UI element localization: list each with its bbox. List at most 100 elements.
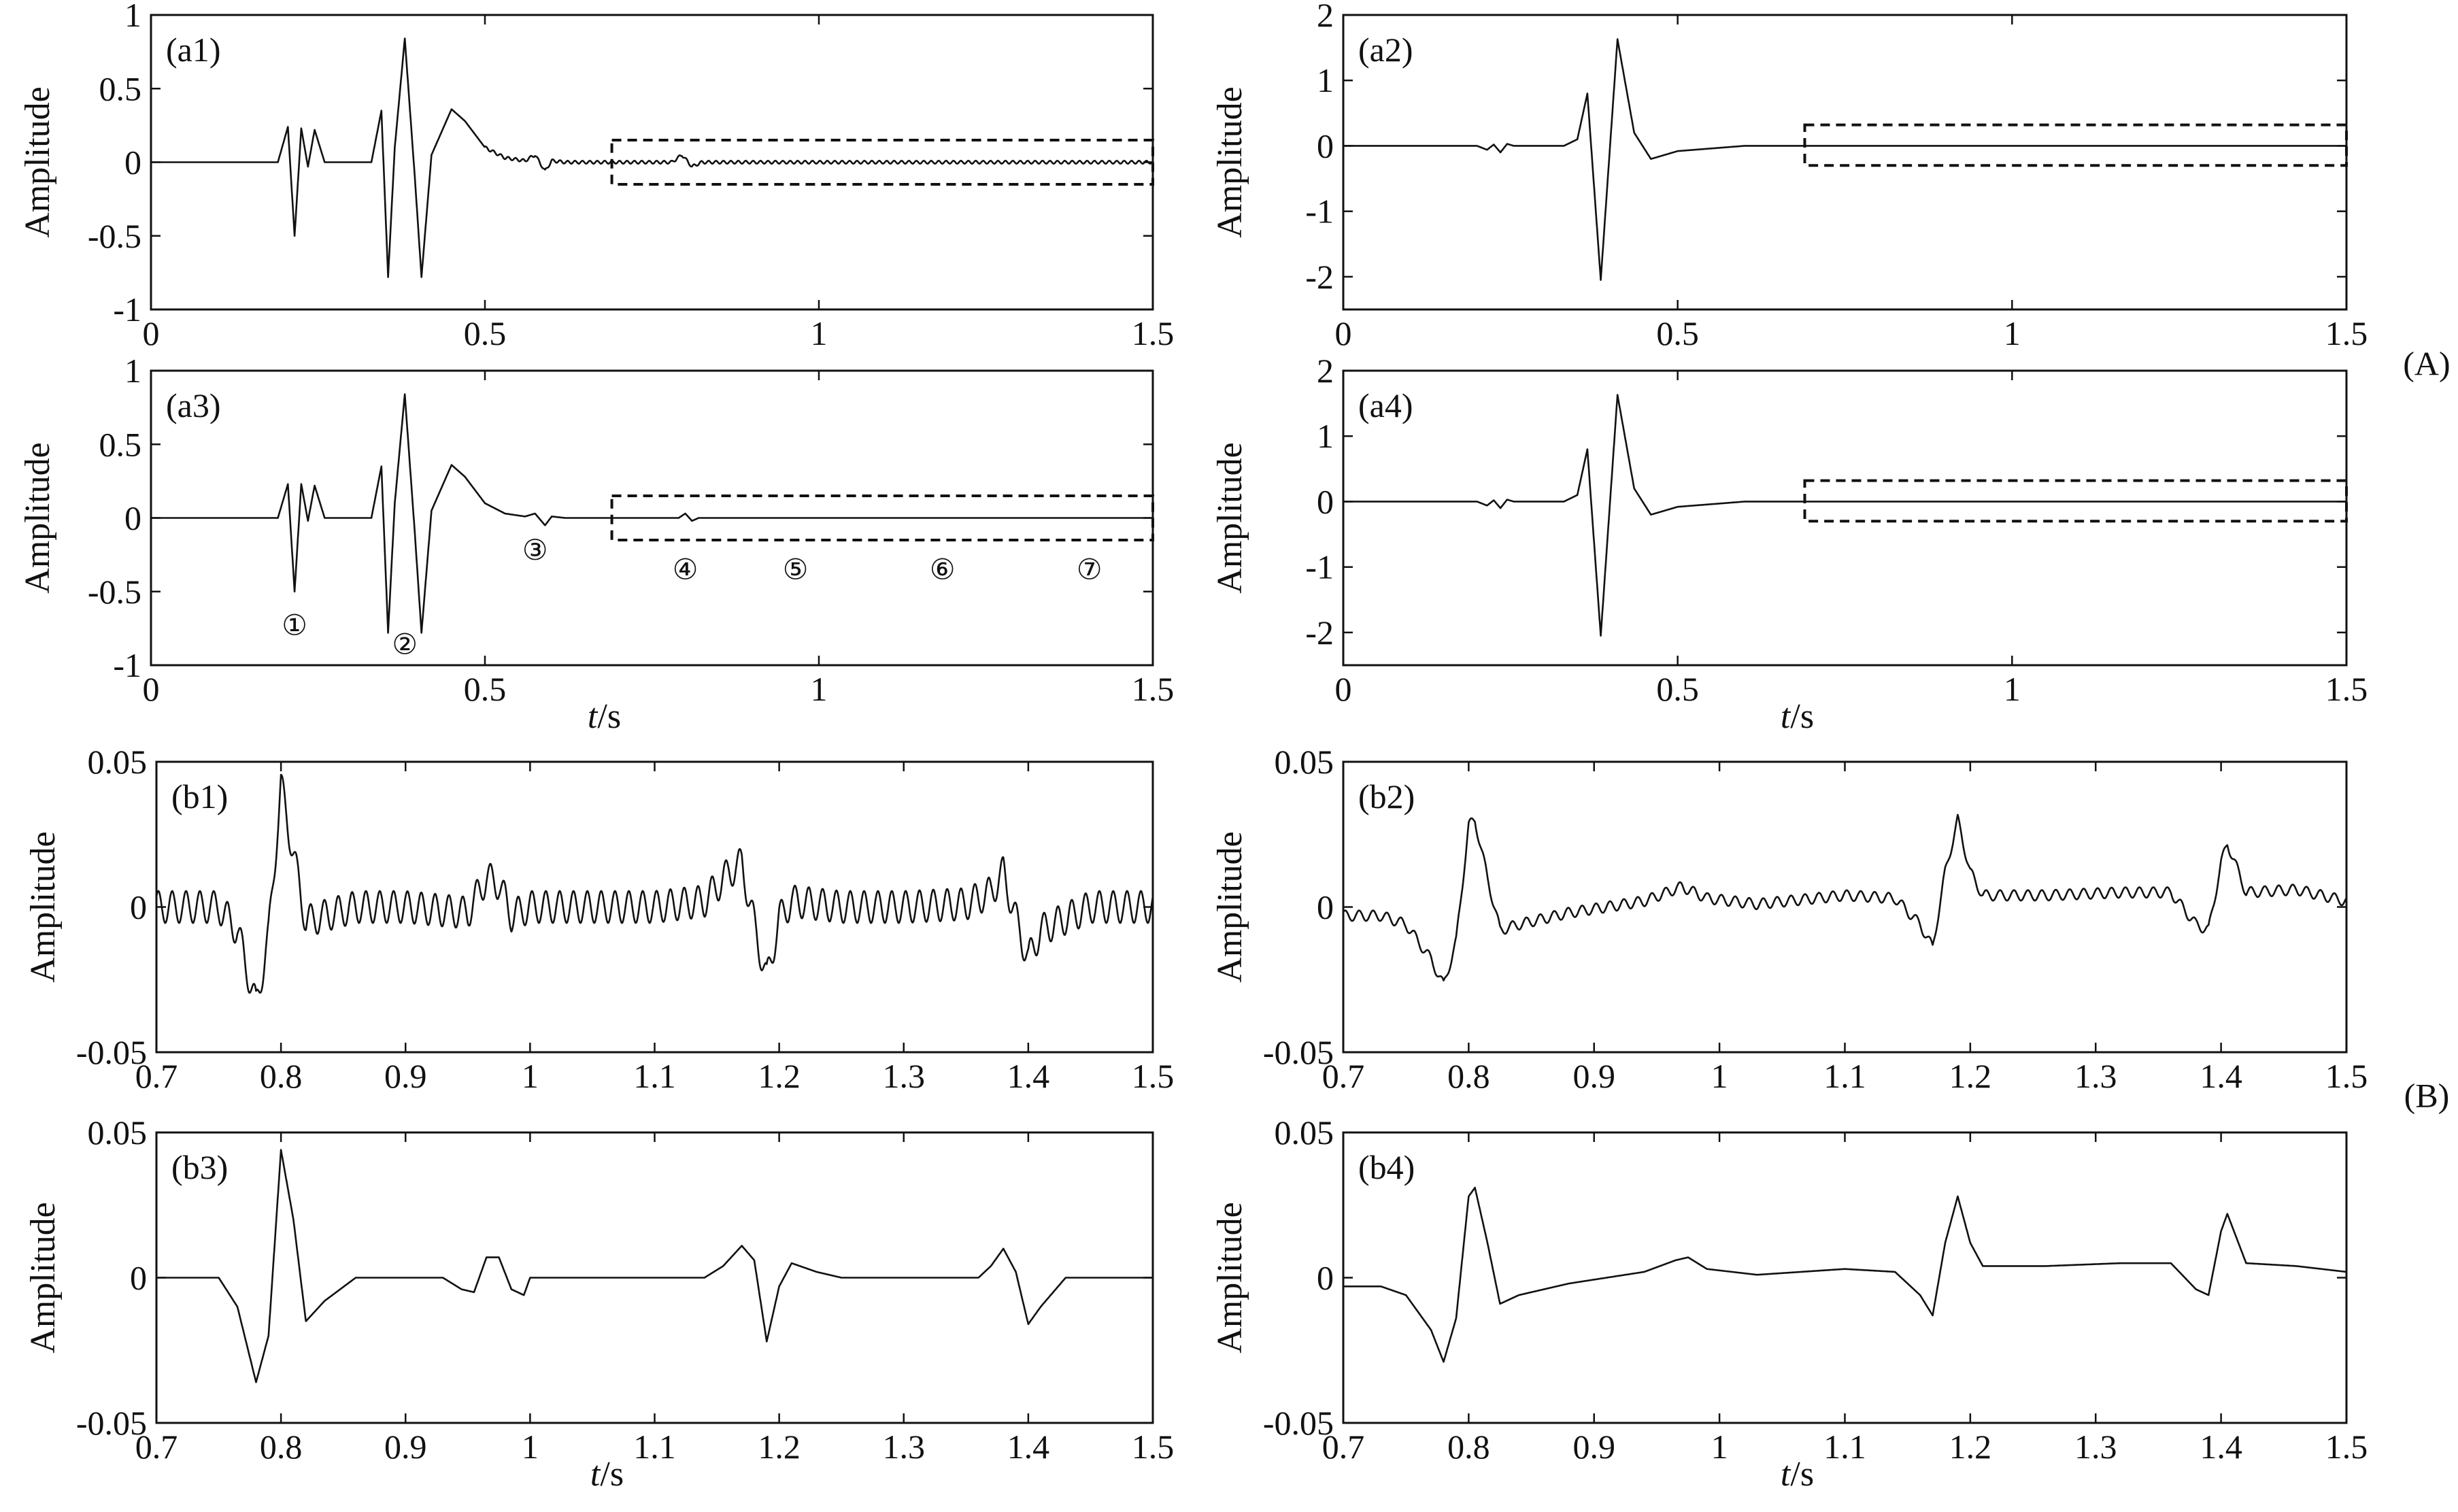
chart-panel-a1: 0 0.5 1 1.5 -1 -0.5 0 0.5 1 Amplitude (a1) <box>18 0 1174 352</box>
y-tick-label-b2-1: 0 <box>1317 888 1334 926</box>
y-tick-label-a1-3: 0.5 <box>99 69 142 107</box>
x-tick-label-b4-7: 1.4 <box>2200 1428 2242 1466</box>
x-axis-label-a3: t/s <box>588 697 621 736</box>
event-marker-2: ② <box>392 630 418 661</box>
x-tick-label-a3-0: 0 <box>143 670 160 708</box>
x-tick-label-a3-3: 1.5 <box>1132 670 1175 708</box>
y-tick-label-a1-1: -0.5 <box>88 217 141 255</box>
y-axis-label-a1: Amplitude <box>18 86 57 237</box>
group-label-b: (B) <box>2404 1076 2450 1114</box>
y-axis-label-a2: Amplitude <box>1211 86 1249 237</box>
x-tick-label-b2-7: 1.4 <box>2200 1057 2242 1095</box>
x-tick-label-b1-4: 1.1 <box>633 1057 676 1095</box>
y-tick-label-b3-0: -0.05 <box>76 1404 147 1442</box>
y-axis-label-b4: Amplitude <box>1211 1202 1249 1353</box>
panel-label-b4: (b4) <box>1358 1148 1415 1186</box>
x-tick-label-b4-4: 1.1 <box>1823 1428 1866 1466</box>
chart-panel-a2: 0 0.5 1 1.5 -2 -1 0 1 2 Amplitude (a2) <box>1211 0 2368 352</box>
event-marker-6: ⑥ <box>930 554 956 586</box>
x-axis-label-b4: t/s <box>1781 1455 1814 1494</box>
panel-label-b3: (b3) <box>171 1148 228 1186</box>
panel-label-a3: (a3) <box>166 386 221 424</box>
x-tick-label-b1-8: 1.5 <box>1132 1057 1175 1095</box>
x-tick-label-b4-1: 0.8 <box>1447 1428 1490 1466</box>
x-tick-label-b2-1: 0.8 <box>1447 1057 1490 1095</box>
x-tick-label-a3-1: 0.5 <box>464 670 507 708</box>
x-tick-label-a4-1: 0.5 <box>1656 670 1699 708</box>
group-label-a: (A) <box>2403 344 2450 382</box>
y-tick-label-b2-0: -0.05 <box>1263 1033 1334 1071</box>
x-tick-label-b3-4: 1.1 <box>633 1428 676 1466</box>
x-tick-label-b3-3: 1 <box>522 1428 539 1466</box>
y-axis-label-a3: Amplitude <box>18 442 57 593</box>
event-marker-4: ④ <box>673 554 698 586</box>
x-tick-label-b1-1: 0.8 <box>260 1057 303 1095</box>
x-axis-label-a4: t/s <box>1781 697 1814 736</box>
event-marker-3: ③ <box>522 535 548 567</box>
x-tick-label-b2-0: 0.7 <box>1322 1057 1365 1095</box>
y-tick-label-a2-1: -1 <box>1305 192 1334 231</box>
x-tick-label-b2-3: 1 <box>1711 1057 1728 1095</box>
panel-label-a4: (a4) <box>1358 386 1413 424</box>
x-tick-label-a2-0: 0 <box>1335 314 1352 352</box>
series-line-b4-0 <box>1343 1186 2347 1363</box>
y-tick-label-b1-1: 0 <box>130 888 147 926</box>
x-tick-label-b1-5: 1.2 <box>758 1057 801 1095</box>
event-marker-5: ⑤ <box>783 554 809 586</box>
y-tick-label-b4-0: -0.05 <box>1263 1404 1334 1442</box>
y-tick-label-a2-4: 2 <box>1317 0 1334 34</box>
y-tick-label-a2-3: 1 <box>1317 61 1334 99</box>
chart-panel-a3: 0 0.5 1 1.5 -1 -0.5 0 0.5 1 Amplitude t/s (a3) ① ② ③ ④ ⑤… <box>18 352 1174 736</box>
x-tick-label-a1-3: 1.5 <box>1132 314 1175 352</box>
y-tick-label-b3-1: 0 <box>130 1259 147 1297</box>
panel-label-a1: (a1) <box>166 31 221 69</box>
y-tick-label-a4-0: -2 <box>1305 614 1334 652</box>
chart-panel-a4: 0 0.5 1 1.5 -2 -1 0 1 2 Amplitude t/s (a4) <box>1211 352 2368 736</box>
y-tick-label-a4-3: 1 <box>1317 417 1334 455</box>
y-tick-label-a2-2: 0 <box>1317 127 1334 165</box>
plot-frame-b4 <box>1342 1131 2348 1424</box>
y-tick-label-b1-0: -0.05 <box>76 1033 147 1071</box>
x-tick-label-b4-3: 1 <box>1711 1428 1728 1466</box>
y-tick-label-b3-2: 0.05 <box>88 1113 148 1152</box>
plot-frame-b1 <box>155 760 1154 1054</box>
panel-label-b1: (b1) <box>171 777 228 816</box>
event-marker-7: ⑦ <box>1077 554 1102 586</box>
x-tick-label-b1-7: 1.4 <box>1007 1057 1050 1095</box>
x-tick-label-a1-2: 1 <box>811 314 828 352</box>
y-tick-label-a1-2: 0 <box>124 144 141 182</box>
dashed-zoom-box-a2 <box>1803 123 2348 167</box>
y-tick-label-b2-2: 0.05 <box>1275 743 1334 781</box>
x-tick-label-a2-2: 1 <box>2004 314 2021 352</box>
y-tick-label-a4-4: 2 <box>1317 352 1334 390</box>
x-tick-label-b4-5: 1.2 <box>1949 1428 1992 1466</box>
x-tick-label-b4-2: 0.9 <box>1573 1428 1616 1466</box>
x-tick-label-b3-7: 1.4 <box>1007 1428 1050 1466</box>
x-tick-label-a4-2: 1 <box>2004 670 2021 708</box>
series-line-a3-0 <box>150 393 1154 634</box>
chart-panel-b4: 0.7 0.8 0.9 1 1.1 1.2 1.3 1.4 1.5 -0.05 0 0.05 Ampli… <box>1211 1113 2368 1494</box>
plot-frame-a4 <box>1342 369 2348 667</box>
x-tick-label-a1-1: 0.5 <box>464 314 507 352</box>
series-line-a1-0 <box>150 37 1154 278</box>
series-line-b1-0 <box>155 773 1154 994</box>
y-tick-label-b4-1: 0 <box>1317 1259 1334 1297</box>
x-tick-label-b3-0: 0.7 <box>135 1428 178 1466</box>
x-tick-label-a4-0: 0 <box>1335 670 1352 708</box>
y-tick-label-a3-0: -1 <box>113 646 141 684</box>
x-tick-label-b2-6: 1.3 <box>2074 1057 2117 1095</box>
x-tick-label-b4-6: 1.3 <box>2074 1428 2117 1466</box>
x-tick-label-b3-1: 0.8 <box>260 1428 303 1466</box>
x-tick-label-b2-8: 1.5 <box>2325 1057 2368 1095</box>
x-tick-label-b3-8: 1.5 <box>1132 1428 1175 1466</box>
x-tick-label-b1-2: 0.9 <box>384 1057 427 1095</box>
dashed-zoom-box-a4 <box>1803 479 2348 523</box>
y-tick-label-a3-4: 1 <box>124 352 141 390</box>
y-tick-label-a2-0: -2 <box>1305 258 1334 296</box>
x-tick-label-b3-2: 0.9 <box>384 1428 427 1466</box>
x-tick-label-a4-3: 1.5 <box>2325 670 2368 708</box>
x-tick-label-b2-5: 1.2 <box>1949 1057 1992 1095</box>
y-axis-label-a4: Amplitude <box>1211 442 1249 593</box>
x-tick-label-a2-1: 0.5 <box>1656 314 1699 352</box>
chart-panel-b1: 0.7 0.8 0.9 1 1.1 1.2 1.3 1.4 1.5 -0.05 0 0.05 Ampli… <box>24 743 1174 1095</box>
